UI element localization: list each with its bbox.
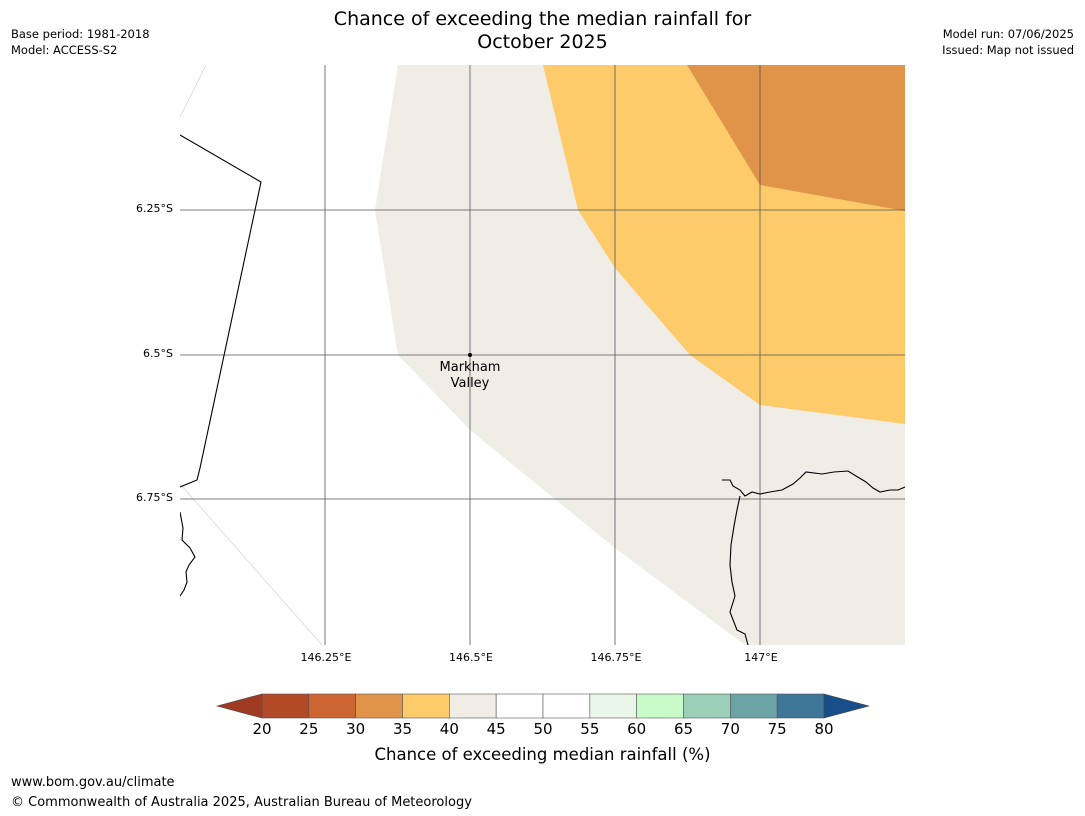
coast-east — [722, 470, 905, 497]
colorbar-over-arrow — [823, 693, 871, 719]
issued-status: Issued: Map not issued — [942, 43, 1074, 57]
map-area — [180, 65, 905, 645]
city-label-line1: Markham — [439, 360, 501, 375]
river-east — [729, 495, 749, 645]
colorbar-tick-65: 65 — [673, 720, 694, 738]
page-title: Chance of exceeding the median rainfall … — [0, 8, 1085, 54]
colorbar-tick-80: 80 — [814, 720, 834, 738]
colorbar-under-arrow — [215, 693, 263, 719]
colorbar-tick-70: 70 — [720, 720, 740, 738]
colorbar-cell-70-75 — [730, 693, 778, 719]
title-line-1: Chance of exceeding the median rainfall … — [333, 8, 752, 30]
lon-label-146.25: 146.25°E — [300, 651, 352, 664]
boundary-line-faint-top — [180, 65, 207, 118]
colorbar-tick-30: 30 — [346, 720, 366, 738]
base-period: Base period: 1981-2018 — [11, 27, 150, 41]
colorbar-tick-60: 60 — [627, 720, 647, 738]
colorbar-cell-20-25 — [261, 693, 310, 719]
coast-west — [180, 511, 196, 597]
colorbar-cell-25-30 — [308, 693, 356, 719]
city-label-line2: Valley — [450, 376, 490, 391]
lat-label-6.75: 6.75°S — [136, 491, 173, 504]
colorbar-tick-75: 75 — [767, 720, 787, 738]
coastline — [180, 134, 905, 645]
colorbar-cells — [261, 693, 825, 719]
boundary-line-faint — [180, 483, 323, 645]
lon-label-146.5: 146.5°E — [449, 651, 493, 664]
meta-left: Base period: 1981-2018 Model: ACCESS-S2 — [11, 26, 150, 58]
colorbar-cell-35-40 — [402, 693, 450, 719]
footer-copyright: © Commonwealth of Australia 2025, Austra… — [11, 795, 472, 810]
meta-right: Model run: 07/06/2025 Issued: Map not is… — [942, 26, 1074, 58]
colorbar-tick-45: 45 — [486, 720, 506, 738]
model-name: Model: ACCESS-S2 — [11, 43, 118, 57]
city-label-markham-valley: Markham Valley — [420, 360, 520, 392]
colorbar — [215, 693, 871, 719]
lat-label-6.25: 6.25°S — [136, 202, 173, 215]
lat-label-6.5: 6.5°S — [143, 347, 173, 360]
colorbar-cell-60-65 — [636, 693, 684, 719]
colorbar-tick-55: 55 — [580, 720, 600, 738]
colorbar-cell-65-70 — [683, 693, 731, 719]
model-run: Model run: 07/06/2025 — [942, 27, 1074, 41]
footer-url[interactable]: www.bom.gov.au/climate — [11, 775, 175, 790]
lon-label-147: 147°E — [744, 651, 778, 664]
colorbar-tick-20: 20 — [252, 720, 272, 738]
colorbar-tick-35: 35 — [392, 720, 413, 738]
border-line-west — [180, 134, 262, 488]
colorbar-title: Chance of exceeding median rainfall (%) — [374, 745, 711, 764]
colorbar-tick-40: 40 — [439, 720, 459, 738]
colorbar-tick-25: 25 — [299, 720, 319, 738]
lon-label-146.75: 146.75°E — [590, 651, 642, 664]
title-line-2: October 2025 — [477, 31, 608, 53]
colorbar-cell-50-55 — [542, 693, 591, 719]
colorbar-tick-50: 50 — [533, 720, 553, 738]
colorbar-cell-55-60 — [589, 693, 637, 719]
city-marker — [468, 353, 472, 357]
graticule — [180, 65, 905, 645]
colorbar-cell-75-80 — [776, 693, 825, 719]
colorbar-cell-30-35 — [355, 693, 403, 719]
colorbar-cell-40-45 — [449, 693, 497, 719]
band-35-40 — [687, 65, 905, 211]
colorbar-cell-45-50 — [495, 693, 544, 719]
